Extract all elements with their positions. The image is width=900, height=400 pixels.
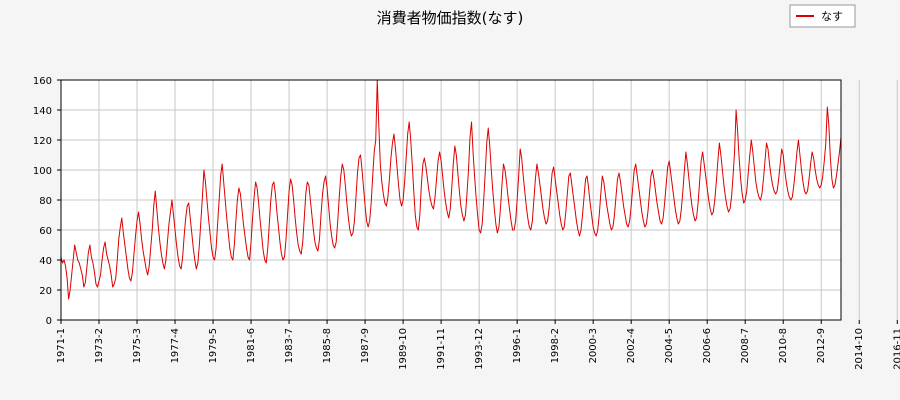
legend-label: なす	[821, 10, 843, 23]
x-tick-label: 1983-7	[284, 328, 295, 363]
y-tick-label: 0	[46, 316, 52, 327]
x-tick-label: 2004-5	[664, 328, 675, 363]
chart-title: 消費者物価指数(なす)	[377, 9, 524, 27]
y-axis: 0 20 40 60 80 100 120 140 160	[33, 76, 61, 327]
y-tick-label: 40	[39, 256, 52, 267]
y-tick-label: 60	[39, 226, 52, 237]
series-layer	[60, 79, 842, 300]
x-tick-label: 2006-6	[702, 328, 713, 363]
x-tick-label: 1977-4	[170, 328, 181, 363]
x-tick-label: 1973-2	[94, 328, 105, 363]
x-tick-label: 1981-6	[246, 328, 257, 363]
x-tick-label: 1993-12	[474, 328, 485, 370]
x-tick-label: 2002-4	[626, 328, 637, 363]
x-axis: 1971-1 1973-2 1975-3 1977-4 1979-5 1981-6 1983…	[56, 320, 900, 370]
x-tick-label: 2000-3	[588, 328, 599, 363]
x-tick-label: 1998-2	[550, 328, 561, 363]
x-tick-label: 2008-7	[740, 328, 751, 363]
legend-box	[789, 4, 856, 28]
y-tick-label: 100	[33, 166, 52, 177]
y-tick-label: 80	[39, 196, 52, 207]
x-tick-label: 1987-9	[360, 328, 371, 363]
legend: なす	[789, 4, 856, 28]
x-tick-label: 1979-5	[208, 328, 219, 363]
plot-frame	[60, 79, 842, 321]
x-tick-label: 2010-8	[778, 328, 789, 363]
x-tick-label: 1985-8	[322, 328, 333, 363]
x-tick-label: 1996-1	[512, 328, 523, 363]
x-tick-label: 1971-1	[56, 328, 67, 363]
x-tick-label: 1991-11	[436, 328, 447, 370]
x-tick-label: 1989-10	[398, 328, 409, 370]
y-tick-label: 20	[39, 286, 52, 297]
x-tick-label: 2014-10	[854, 328, 865, 370]
x-tick-label: 2016-11	[892, 328, 900, 370]
series-line-nasu	[60, 79, 842, 300]
y-tick-label: 160	[33, 76, 52, 87]
x-tick-label: 2012-9	[816, 328, 827, 363]
y-tick-label: 120	[33, 136, 52, 147]
y-tick-label: 140	[33, 106, 52, 117]
x-tick-label: 1975-3	[132, 328, 143, 363]
